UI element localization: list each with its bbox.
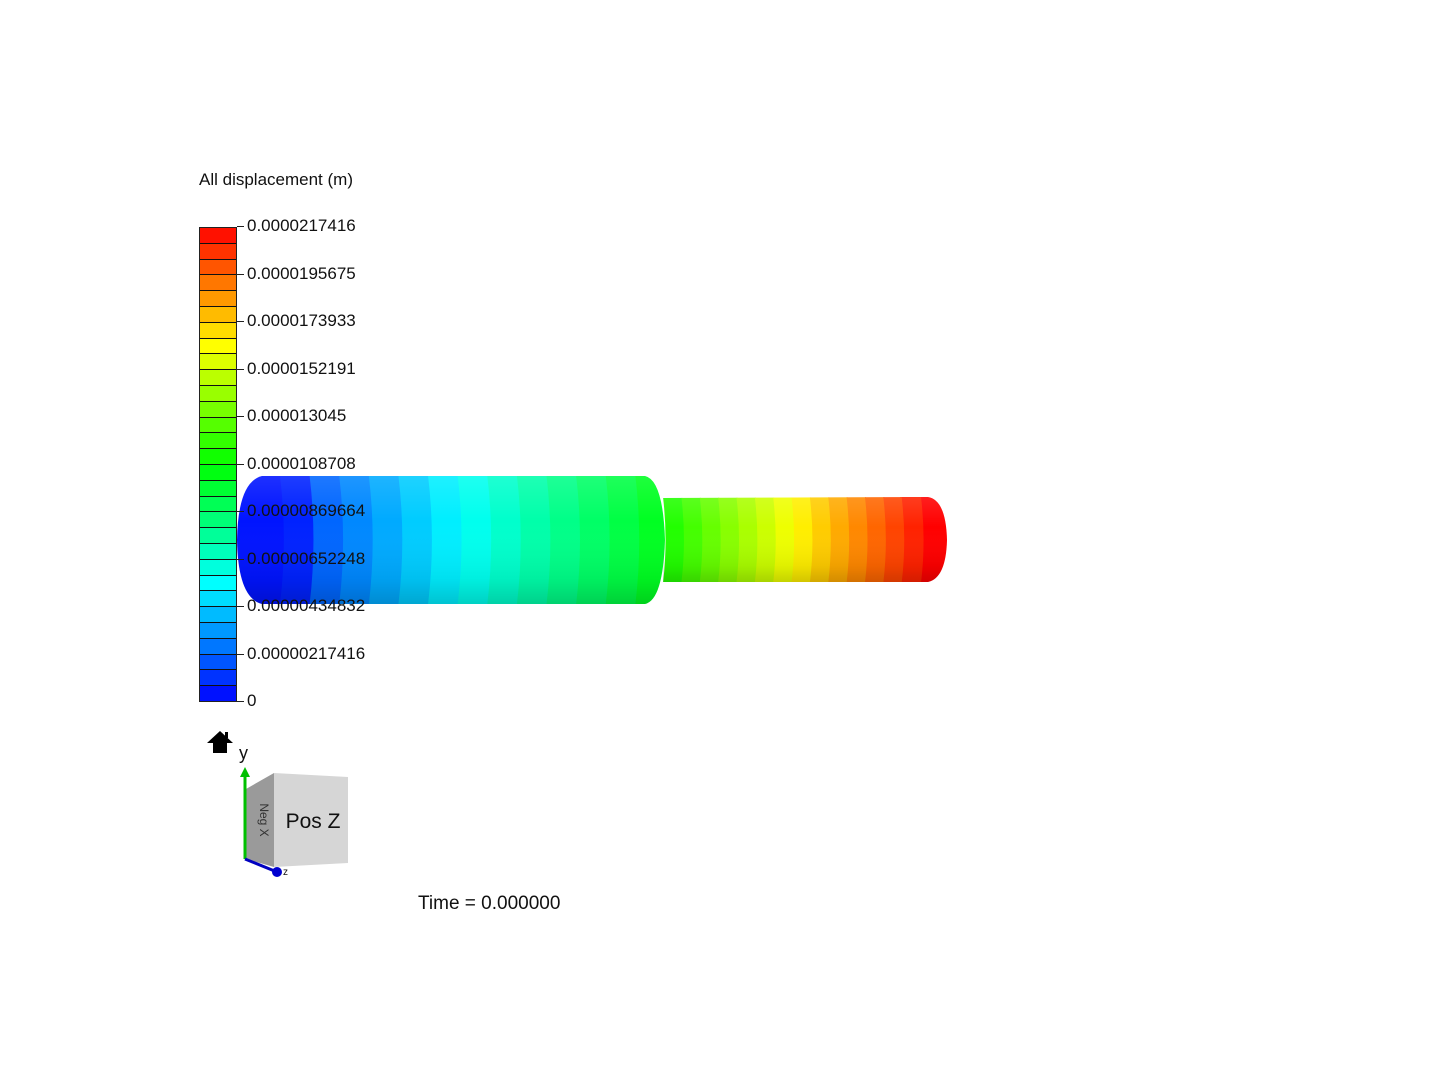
colorbar-band [200,670,236,687]
colorbar-band [200,417,236,434]
colorbar-band [200,638,236,655]
colorbar-band [200,686,236,701]
colorbar-band [200,559,236,576]
colorbar-tick-label: 0.000013045 [237,406,346,426]
colorbar-band [200,464,236,481]
colorbar-band [200,338,236,355]
colorbar-band [200,275,236,292]
colorbar-tick-label: 0.0000173933 [237,311,356,331]
colorbar-tick-label: 0.00000652248 [237,549,365,569]
colorbar-band [200,306,236,323]
colorbar-band [200,259,236,276]
colorbar-tick-label: 0.0000217416 [237,216,356,236]
colorbar-band [200,512,236,529]
time-label: Time = 0.000000 [418,893,561,914]
colorbar-band [200,622,236,639]
colorbar-band [200,496,236,513]
colorbar-band [200,449,236,465]
colorbar-band [200,243,236,260]
legend-title: All displacement (m) [199,170,353,189]
colorbar-band [200,480,236,497]
colorbar-band [200,291,236,307]
colorbar-band [200,354,236,371]
colorbar-tick-label: 0.00000434832 [237,596,365,616]
colorbar-tick-label: 0.00000217416 [237,644,365,664]
colorbar-band [200,528,236,544]
colorbar-tick-label: 0.0000108708 [237,454,356,474]
colorbar-band [200,433,236,450]
colorbar-band [200,228,236,244]
colorbar-band [200,401,236,418]
colorbar-band [200,654,236,671]
colorbar-tick-label: 0.0000195675 [237,264,356,284]
colorbar-tick-label: 0.00000869664 [237,501,365,521]
colorbar-band [200,385,236,402]
orientation-widget[interactable]: Pos Z Neg X y z [236,735,366,890]
colorbar-band [200,591,236,608]
home-icon[interactable] [206,730,234,759]
colorbar-band [200,575,236,592]
colorbar-band [200,370,236,386]
colorbar-band [200,543,236,560]
orientation-side-label: Neg X [257,803,271,836]
colorbar-tick-label: 0.0000152191 [237,359,356,379]
colorbar-tick-label: 0 [237,691,256,711]
axis-z-label: z [283,867,288,878]
colorbar-band [200,322,236,339]
colorbar-band [200,607,236,623]
colorbar [199,227,237,702]
orientation-face-label: Pos Z [286,810,341,833]
axis-y-label: y [239,743,248,763]
